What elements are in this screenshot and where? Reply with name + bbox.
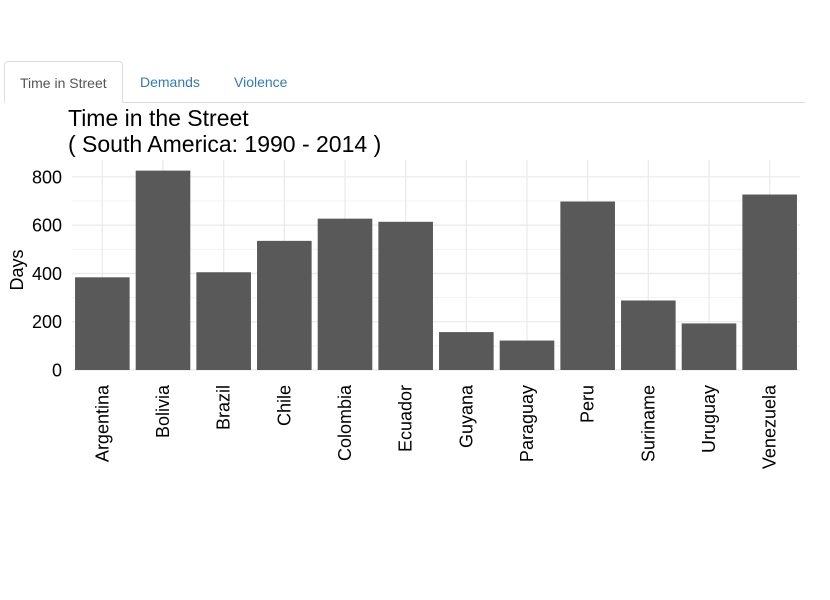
bar-guyana <box>439 332 494 370</box>
y-axis-label: Days <box>7 249 27 290</box>
y-tick-label: 0 <box>52 361 62 381</box>
tab-violence[interactable]: Violence <box>234 74 288 90</box>
x-tick-label: Argentina <box>92 384 112 462</box>
bar-suriname <box>621 300 676 370</box>
bar-bolivia <box>135 170 191 370</box>
y-tick-label: 200 <box>32 312 62 332</box>
x-tick-label: Chile <box>274 385 294 426</box>
tab-demands[interactable]: Demands <box>140 74 200 90</box>
x-tick-label: Ecuador <box>396 385 416 452</box>
bar-paraguay <box>499 340 555 370</box>
chart-title: Time in the Street <box>68 105 249 131</box>
x-tick-label: Bolivia <box>153 384 173 438</box>
bar-argentina <box>75 277 130 370</box>
x-tick-label: Brazil <box>214 385 234 430</box>
chart-subtitle: ( South America: 1990 - 2014 ) <box>68 131 381 157</box>
y-tick-labels: 0 200 400 600 800 <box>32 167 62 380</box>
x-tick-label: Colombia <box>335 384 355 461</box>
x-tick-labels: Argentina Bolivia Brazil Chile Colombia Ecuad… <box>92 384 779 469</box>
tab-bar: Time in Street Demands Violence <box>4 61 805 103</box>
x-tick-label: Guyana <box>456 384 476 448</box>
x-tick-label: Uruguay <box>699 385 719 453</box>
bar-chile <box>257 240 312 370</box>
y-tick-label: 800 <box>32 167 62 187</box>
tab-time-in-street[interactable]: Time in Street <box>4 61 123 103</box>
y-tick-label: 600 <box>32 216 62 236</box>
x-tick-label: Peru <box>578 385 598 423</box>
x-tick-label: Venezuela <box>760 384 780 469</box>
bars-layer <box>75 170 797 370</box>
bar-uruguay <box>681 323 737 370</box>
bar-ecuador <box>378 221 433 370</box>
x-tick-label: Paraguay <box>517 385 537 462</box>
x-tick-label: Suriname <box>638 385 658 462</box>
bar-brazil <box>196 272 251 370</box>
bar-peru <box>560 201 615 370</box>
bar-colombia <box>317 218 373 370</box>
bar-venezuela <box>742 194 797 370</box>
y-tick-label: 400 <box>32 264 62 284</box>
